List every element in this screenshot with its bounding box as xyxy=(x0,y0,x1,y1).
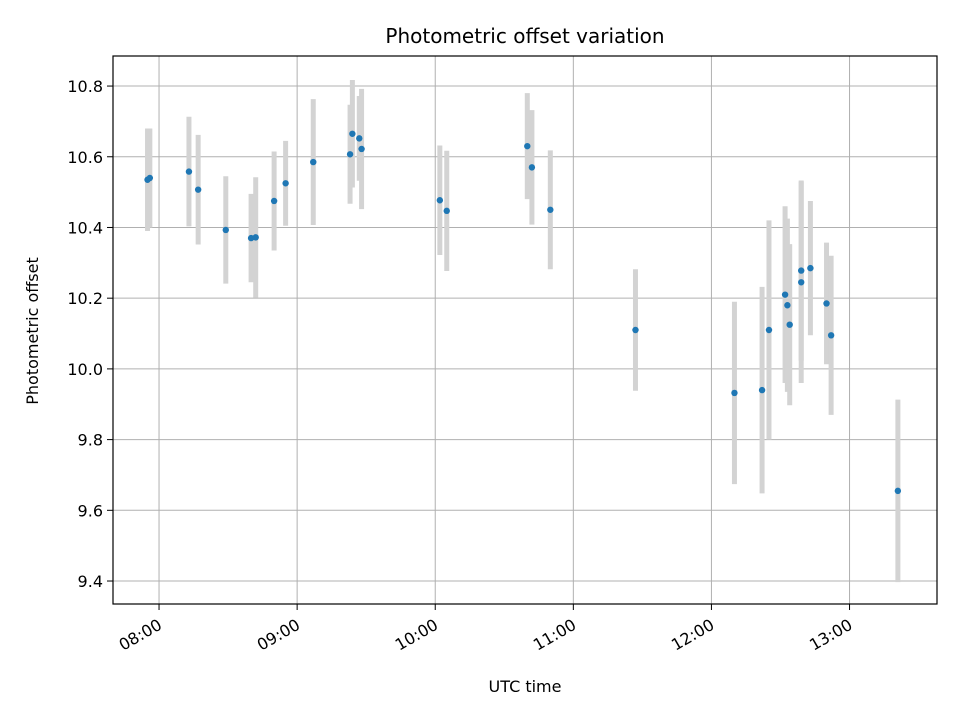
data-point xyxy=(765,326,773,334)
data-point xyxy=(349,130,356,137)
data-point xyxy=(282,180,289,187)
y-axis-ticks: 9.4 9.6 9.8 10.0 10.2 10.4 10.6 10.8 xyxy=(67,77,113,591)
y-tick-label: 10.6 xyxy=(67,148,103,167)
data-point xyxy=(731,389,738,397)
data-point xyxy=(784,302,791,309)
data-point xyxy=(436,197,444,204)
data-point xyxy=(270,197,278,205)
y-tick-label: 10.0 xyxy=(67,360,103,379)
data-point xyxy=(356,135,363,142)
y-tick-label: 9.8 xyxy=(78,431,103,450)
data-point xyxy=(632,326,639,334)
data-point xyxy=(185,168,193,175)
data-point xyxy=(252,234,259,241)
data-point xyxy=(443,207,450,215)
chart-title: Photometric offset variation xyxy=(385,24,664,48)
y-tick-label: 10.8 xyxy=(67,77,103,96)
data-point xyxy=(146,174,154,182)
y-tick-label: 9.6 xyxy=(78,501,103,520)
data-point xyxy=(798,279,805,286)
data-point xyxy=(807,264,814,272)
data-point xyxy=(758,386,766,394)
y-tick-label: 10.4 xyxy=(67,218,103,237)
data-point xyxy=(786,321,793,328)
data-points xyxy=(144,130,902,495)
data-point xyxy=(524,142,531,150)
data-point xyxy=(528,164,536,171)
plot-frame xyxy=(112,55,938,605)
data-point xyxy=(346,151,354,158)
data-point xyxy=(222,226,229,234)
y-tick-label: 10.2 xyxy=(67,289,103,308)
data-point xyxy=(798,267,805,274)
y-tick-label: 9.4 xyxy=(78,572,103,591)
data-point xyxy=(194,186,202,193)
data-point xyxy=(310,158,317,166)
data-point xyxy=(358,145,365,153)
data-point xyxy=(823,300,830,307)
y-axis-label: Photometric offset xyxy=(23,257,42,405)
x-axis-label: UTC time xyxy=(489,677,562,696)
data-point xyxy=(781,291,789,298)
data-point xyxy=(894,487,902,495)
data-point xyxy=(827,332,835,339)
data-point xyxy=(547,206,554,213)
